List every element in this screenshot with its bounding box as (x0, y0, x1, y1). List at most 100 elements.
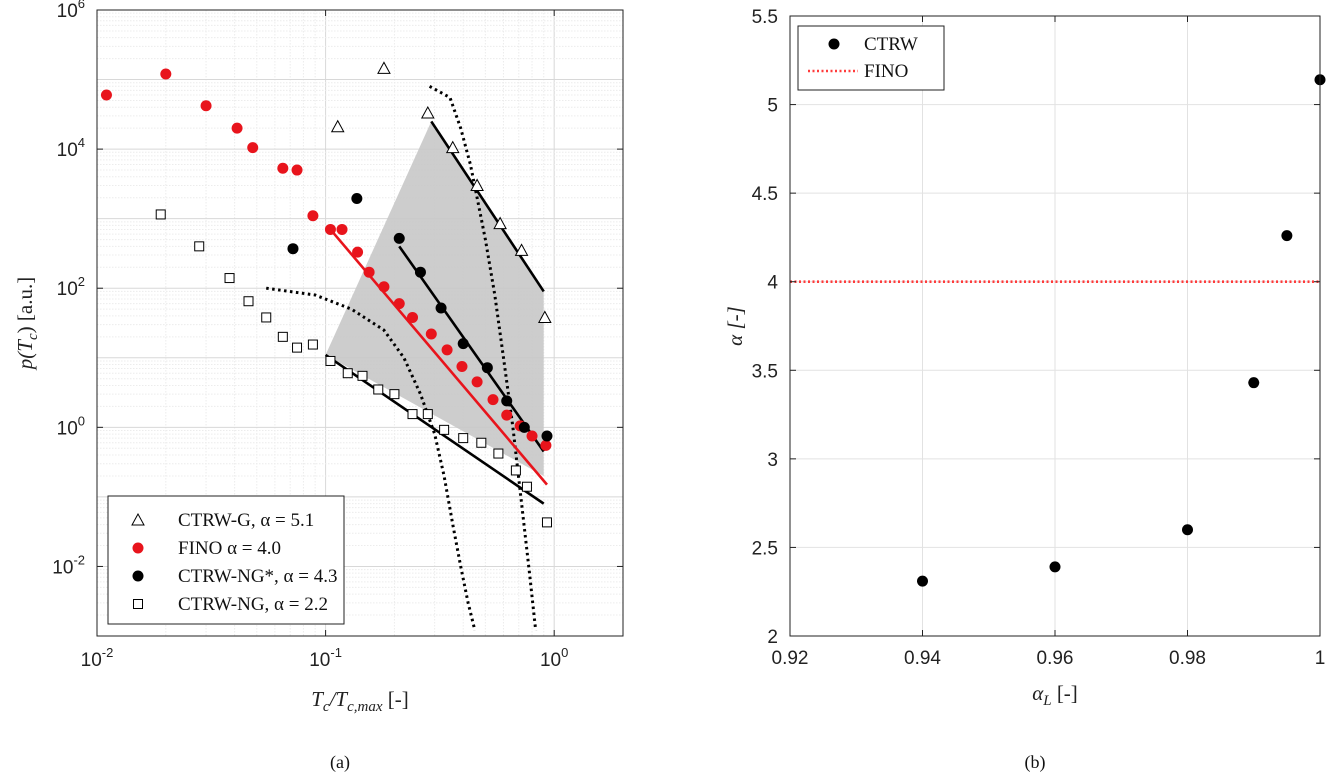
fit-line-2 (398, 245, 545, 453)
y-tick-label-b-2: 3 (767, 450, 778, 471)
point-3-14 (422, 409, 433, 420)
point-3-13 (407, 409, 418, 420)
y-tick-label-b-4: 4 (767, 273, 778, 294)
x-tick-label-b-2: 0.96 (1037, 648, 1074, 669)
legend-label-ctrw: CTRW (864, 34, 918, 55)
point-3-6 (292, 342, 303, 353)
series-1 (100, 68, 552, 451)
point-3-8 (325, 355, 336, 366)
point-2-4 (435, 302, 447, 314)
point-2-3 (414, 266, 426, 278)
x-tick-label-a-0: 10-2 (81, 645, 114, 671)
point-3-11 (373, 384, 384, 395)
point-ctrw-1 (1049, 561, 1061, 573)
y-tick-label-b-5: 4.5 (752, 184, 778, 205)
point-3-3 (243, 296, 254, 307)
point-1-0 (100, 89, 112, 101)
point-3-7 (307, 339, 318, 350)
point-1-10 (352, 246, 364, 258)
point-2-9 (541, 430, 553, 442)
point-3-20 (521, 481, 532, 492)
point-1-16 (441, 344, 453, 356)
legend-marker-a-1 (132, 542, 144, 554)
x-tick-label-a-2: 100 (540, 645, 568, 671)
panel-b: 0.92 0.94 0.96 0.98 1 2 2.5 3 3.5 4 4.5 5 5.5 αL [-] α… (723, 7, 1326, 773)
point-0-6 (514, 243, 529, 256)
point-ctrw-2 (1182, 524, 1193, 536)
x-axis-label-b: αL [-] (1032, 681, 1078, 709)
y-tick-label-a-0: 10-2 (52, 552, 85, 578)
point-0-0 (330, 119, 345, 133)
point-1-14 (407, 311, 419, 323)
y-axis-label-a: p(Tc) [a.u.] (13, 277, 41, 371)
series-3 (155, 209, 552, 528)
point-1-20 (501, 409, 513, 421)
point-1-9 (336, 223, 348, 235)
point-2-0 (287, 243, 299, 255)
point-2-2 (393, 232, 405, 244)
point-2-6 (481, 362, 493, 374)
legend-marker-ctrw (828, 38, 840, 50)
legend-a: CTRW-G, α = 5.1 FINO α = 4.0 CTRW-NG*, α =… (107, 495, 345, 625)
x-tick-label-b-1: 0.94 (904, 648, 941, 669)
point-0-2 (420, 106, 435, 119)
point-1-6 (291, 164, 303, 176)
point-1-12 (378, 281, 390, 293)
point-1-13 (393, 298, 405, 310)
point-0-7 (537, 310, 552, 323)
point-1-23 (540, 439, 552, 451)
legend-box-a (107, 495, 345, 625)
legend-label-a-1: FINO α = 4.0 (178, 538, 281, 559)
legend-marker-a-3 (133, 599, 143, 609)
point-2-1 (351, 192, 363, 204)
point-3-17 (476, 437, 487, 448)
y-tick-label-b-3: 3.5 (752, 361, 778, 382)
y-tick-label-b-1: 2.5 (752, 538, 778, 559)
x-tick-label-a-1: 10-1 (309, 645, 342, 671)
x-axis-label-a: Tc/Tc,max [-] (311, 687, 409, 715)
panel-label-b: (b) (1025, 752, 1046, 773)
point-0-5 (493, 216, 507, 230)
point-0-1 (377, 61, 391, 74)
point-1-5 (277, 162, 289, 174)
point-1-11 (363, 266, 375, 278)
legend-label-a-2: CTRW-NG*, α = 4.3 (178, 566, 337, 587)
y-axis-label-b: α [-] (723, 306, 747, 346)
x-tick-label-b-3: 0.98 (1169, 648, 1206, 669)
point-1-7 (307, 210, 319, 222)
point-3-5 (277, 331, 288, 342)
panel-label-a: (a) (330, 752, 350, 773)
point-1-2 (200, 100, 212, 112)
point-1-18 (471, 376, 483, 388)
point-3-4 (261, 312, 272, 323)
axes-frame-a (96, 9, 624, 637)
point-1-1 (160, 68, 172, 80)
legend-b: CTRW FINO (797, 25, 945, 91)
legend-marker-a-2 (132, 570, 144, 582)
point-1-22 (526, 430, 538, 442)
point-1-17 (456, 360, 468, 372)
point-3-12 (389, 389, 400, 400)
point-3-0 (155, 209, 166, 220)
legend-label-a-0: CTRW-G, α = 5.1 (178, 510, 314, 531)
point-3-15 (439, 424, 450, 435)
legend-label-a-3: CTRW-NG, α = 2.2 (178, 594, 328, 615)
y-tick-label-a-4: 106 (57, 0, 85, 22)
point-1-15 (425, 328, 437, 340)
y-tick-label-a-1: 100 (57, 413, 85, 439)
point-1-4 (247, 142, 259, 154)
point-3-21 (541, 517, 552, 528)
legend-label-fino: FINO (864, 61, 908, 82)
point-2-7 (501, 395, 513, 407)
point-3-18 (493, 448, 504, 459)
plot-content-a (100, 61, 553, 631)
point-1-19 (487, 394, 499, 406)
point-3-19 (510, 465, 521, 476)
y-tick-label-b-6: 5 (767, 96, 778, 117)
point-2-5 (457, 338, 469, 350)
legend-box-b (797, 25, 945, 91)
series-ctrw (917, 74, 1326, 587)
point-ctrw-3 (1248, 377, 1260, 389)
panel-a: 10-2 10-1 100 10-2 100 102 104 106 Tc/Tc,max [-]… (13, 0, 624, 773)
